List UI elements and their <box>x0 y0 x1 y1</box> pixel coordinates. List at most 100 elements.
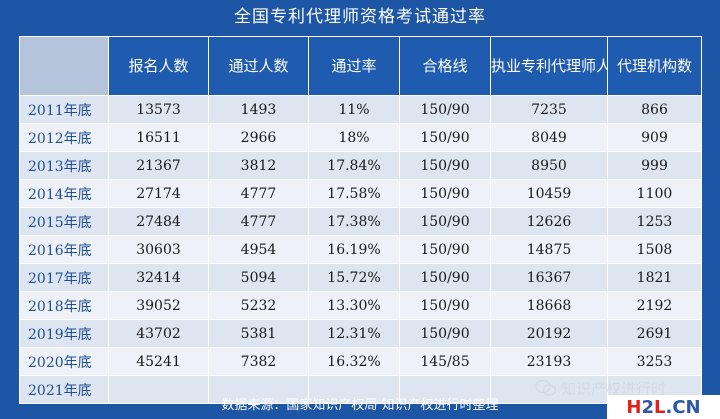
table-cell: 16511 <box>108 123 209 152</box>
table-cell: 150/90 <box>399 95 491 124</box>
table-cell: 150/90 <box>399 291 491 320</box>
table-cell: 18% <box>308 123 400 152</box>
table-cell: 150/90 <box>399 319 491 348</box>
table-cell: 866 <box>607 95 702 124</box>
table-cell: 27174 <box>108 179 209 208</box>
column-header: 通过率 <box>308 36 400 96</box>
table-cell: 39052 <box>108 291 209 320</box>
table-cell: 12626 <box>490 207 608 236</box>
table-cell: 5232 <box>208 291 309 320</box>
table-cell: 150/90 <box>399 151 491 180</box>
year-cell: 2018年底 <box>19 291 109 320</box>
wechat-watermark: 知识产权进行时 <box>535 376 720 400</box>
table-cell: 20192 <box>490 319 608 348</box>
wechat-icon <box>535 379 557 396</box>
table-cell: 8950 <box>490 151 608 180</box>
table-cell: 17.84% <box>308 151 400 180</box>
table-cell: 150/90 <box>399 123 491 152</box>
table-cell: 5094 <box>208 263 309 292</box>
table-cell: 2966 <box>208 123 309 152</box>
table-cell: 17.58% <box>308 179 400 208</box>
table-row: 2014年底 27174 4777 17.58% 150/90 10459 1100 <box>19 179 702 208</box>
table-cell: 4954 <box>208 235 309 264</box>
table-row: 2019年底 43702 5381 12.31% 150/90 20192 2691 <box>19 319 702 348</box>
year-cell: 2011年底 <box>19 95 109 124</box>
table-row: 2018年底 39052 5232 13.30% 150/90 18668 2192 <box>19 291 702 320</box>
table-cell: 7235 <box>490 95 608 124</box>
table-title: 全国专利代理师资格考试通过率 <box>234 7 486 27</box>
year-cell: 2017年底 <box>19 263 109 292</box>
table-cell: 1253 <box>607 207 702 236</box>
table-cell: 150/90 <box>399 179 491 208</box>
table-cell: 1493 <box>208 95 309 124</box>
table-row: 2020年底 45241 7382 16.32% 145/85 23193 3253 <box>19 347 702 376</box>
column-header: 执业专利代理师人数 <box>490 36 608 96</box>
table-cell: 14875 <box>490 235 608 264</box>
table-cell: 3253 <box>607 347 702 376</box>
table-cell: 12.31% <box>308 319 400 348</box>
table-cell: 4777 <box>208 207 309 236</box>
year-cell: 2012年底 <box>19 123 109 152</box>
table-cell: 16367 <box>490 263 608 292</box>
table-cell: 2691 <box>607 319 702 348</box>
table-cell: 1508 <box>607 235 702 264</box>
table-row: 2016年底 30603 4954 16.19% 150/90 14875 1508 <box>19 235 702 264</box>
year-cell: 2021年底 <box>19 375 109 404</box>
h2l-logo: H 2 L. CN <box>607 395 720 419</box>
year-cell: 2019年底 <box>19 319 109 348</box>
table-cell: 13.30% <box>308 291 400 320</box>
table-cell: 16.19% <box>308 235 400 264</box>
data-source-note: 数据来源：国家知识产权局 知识产权进行时整理 <box>221 398 499 413</box>
column-header: 通过人数 <box>208 36 309 96</box>
corner-cell <box>19 36 109 96</box>
table-cell: 13573 <box>108 95 209 124</box>
year-cell: 2015年底 <box>19 207 109 236</box>
year-cell: 2016年底 <box>19 235 109 264</box>
table-cell <box>399 375 491 404</box>
table-cell: 4777 <box>208 179 309 208</box>
table-cell: 11% <box>308 95 400 124</box>
table-cell: 30603 <box>108 235 209 264</box>
column-header: 报名人数 <box>108 36 209 96</box>
year-cell: 2020年底 <box>19 347 109 376</box>
table-cell: 21367 <box>108 151 209 180</box>
table-cell: 23193 <box>490 347 608 376</box>
table-cell: 999 <box>607 151 702 180</box>
table-row: 2021年底 <box>19 375 702 404</box>
table-cell: 150/90 <box>399 235 491 264</box>
watermark-text: 知识产权进行时 <box>561 379 667 398</box>
table-cell: 45241 <box>108 347 209 376</box>
year-cell: 2014年底 <box>19 179 109 208</box>
pass-rate-table: 报名人数 通过人数 通过率 合格线 执业专利代理师人数 代理机构数 2011年底… <box>19 36 702 404</box>
table-cell: 3812 <box>208 151 309 180</box>
table-cell: 909 <box>607 123 702 152</box>
header-row: 报名人数 通过人数 通过率 合格线 执业专利代理师人数 代理机构数 <box>19 36 702 96</box>
table-cell: 32414 <box>108 263 209 292</box>
table-cell: 27484 <box>108 207 209 236</box>
table-row: 2017年底 32414 5094 15.72% 150/90 16367 1821 <box>19 263 702 292</box>
table-cell: 18668 <box>490 291 608 320</box>
table-cell: 10459 <box>490 179 608 208</box>
table-cell: 2192 <box>607 291 702 320</box>
table-cell: 1100 <box>607 179 702 208</box>
table-cell: 43702 <box>108 319 209 348</box>
table-cell: 1821 <box>607 263 702 292</box>
year-cell: 2013年底 <box>19 151 109 180</box>
table-row: 2015年底 27484 4777 17.38% 150/90 12626 1253 <box>19 207 702 236</box>
table-row: 2011年底 13573 1493 11% 150/90 7235 866 <box>19 95 702 124</box>
table-cell <box>308 375 400 404</box>
table-row: 2013年底 21367 3812 17.84% 150/90 8950 999 <box>19 151 702 180</box>
column-header: 合格线 <box>399 36 491 96</box>
table-cell <box>208 375 309 404</box>
table-cell: 150/90 <box>399 263 491 292</box>
table-cell: 15.72% <box>308 263 400 292</box>
table-cell: 16.32% <box>308 347 400 376</box>
table-cell: 5381 <box>208 319 309 348</box>
table-cell: 7382 <box>208 347 309 376</box>
table-cell: 145/85 <box>399 347 491 376</box>
table-cell: 8049 <box>490 123 608 152</box>
table-cell <box>490 375 608 404</box>
column-header: 代理机构数 <box>607 36 702 96</box>
table-cell: 150/90 <box>399 207 491 236</box>
table-row: 2012年底 16511 2966 18% 150/90 8049 909 <box>19 123 702 152</box>
